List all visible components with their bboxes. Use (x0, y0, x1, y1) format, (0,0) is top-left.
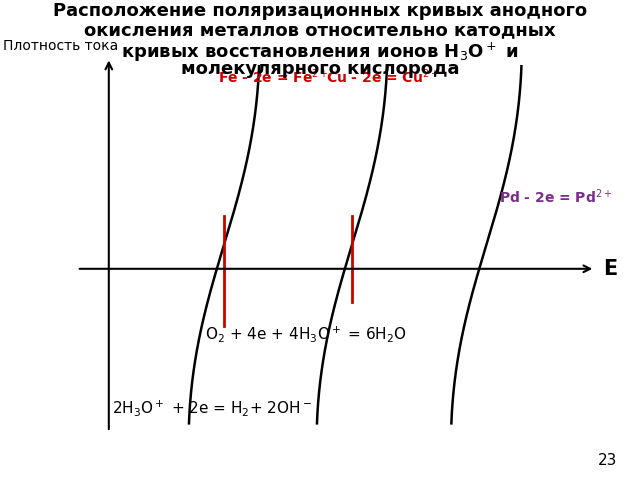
Text: Pd - 2e = Pd$^{2+}$: Pd - 2e = Pd$^{2+}$ (499, 188, 612, 206)
Text: 2H$_3$O$^+$ + 2e = H$_2$+ 2OH$^-$: 2H$_3$O$^+$ + 2e = H$_2$+ 2OH$^-$ (112, 398, 312, 419)
Text: Cu - 2e = Cu$^{2+}$: Cu - 2e = Cu$^{2+}$ (326, 68, 440, 86)
Text: 23: 23 (598, 453, 618, 468)
Text: Плотность тока: Плотность тока (3, 39, 118, 53)
Text: Fe - 2e = Fe$^{2+}$: Fe - 2e = Fe$^{2+}$ (218, 68, 328, 86)
Text: E: E (603, 259, 617, 279)
Text: кривых восстановления ионов H$_3$O$^+$ и: кривых восстановления ионов H$_3$O$^+$ и (122, 41, 518, 64)
Text: окисления металлов относительно катодных: окисления металлов относительно катодных (84, 22, 556, 40)
Text: O$_2$ + 4e + 4H$_3$O$^+$ = 6H$_2$O: O$_2$ + 4e + 4H$_3$O$^+$ = 6H$_2$O (205, 324, 406, 344)
Text: молекулярного кислорода: молекулярного кислорода (180, 60, 460, 78)
Text: Расположение поляризационных кривых анодного: Расположение поляризационных кривых анод… (53, 2, 587, 20)
